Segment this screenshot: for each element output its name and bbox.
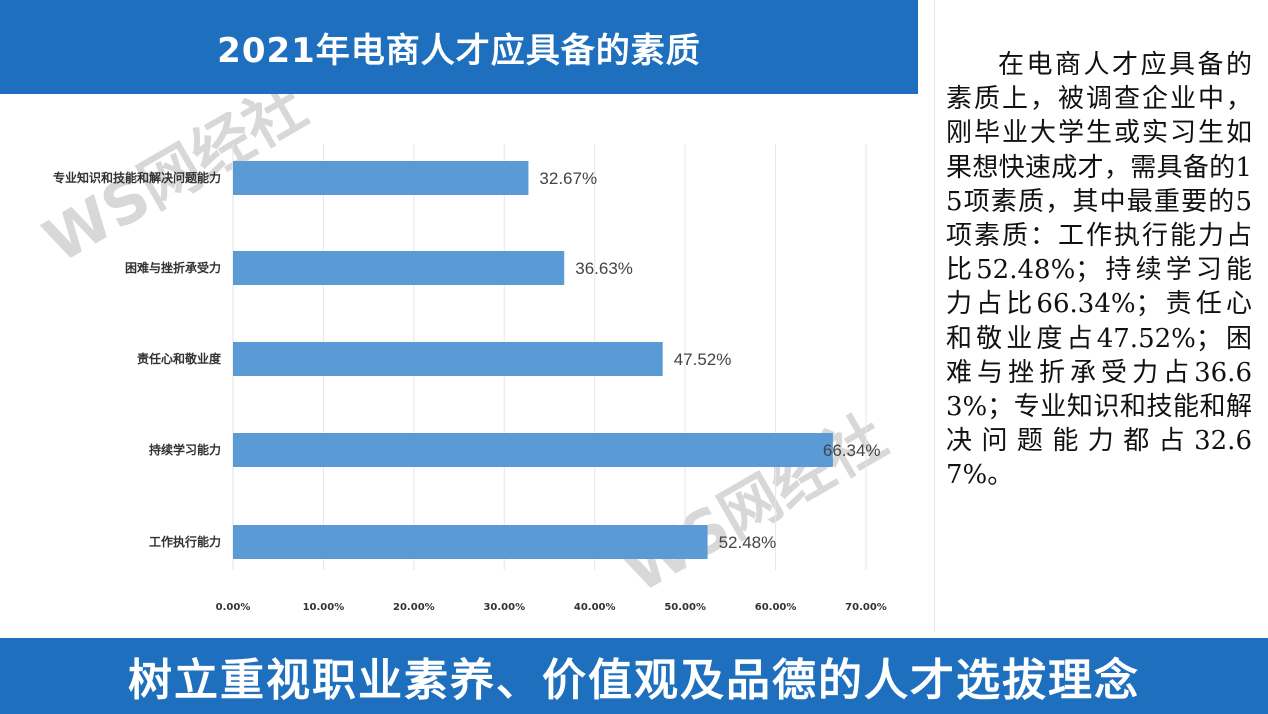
x-tick-label: 40.00% <box>574 602 616 613</box>
x-tick-label: 50.00% <box>664 602 706 613</box>
value-label: 47.52% <box>674 350 732 369</box>
labels: 0.00% 10.00% 20.00% 30.00% 40.00% 50.00% 60.00… <box>53 169 887 613</box>
chart-panel: 2021年电商人才应具备的素质 WS网经社 WS网经社 0.00% 10.00% 2… <box>0 0 935 632</box>
value-label: 52.48% <box>719 533 777 552</box>
chart-title: 2021年电商人才应具备的素质 <box>217 30 701 71</box>
category-label: 困难与挫折承受力 <box>125 260 221 275</box>
x-tick-label: 30.00% <box>483 602 525 613</box>
category-label: 专业知识和技能和解决问题能力 <box>53 170 221 185</box>
x-tick-label: 60.00% <box>755 602 797 613</box>
value-label: 36.63% <box>575 259 633 278</box>
bars <box>233 161 833 559</box>
bar <box>233 433 833 467</box>
x-tick-label: 0.00% <box>216 602 251 613</box>
x-tick-label: 10.00% <box>303 602 345 613</box>
chart-title-bar: 2021年电商人才应具备的素质 <box>0 0 918 94</box>
bar <box>233 525 708 559</box>
bar-chart: WS网经社 WS网经社 0.00% 10.00% 20.00% 30.00% 40.00… <box>33 94 899 613</box>
value-label: 32.67% <box>539 169 597 188</box>
bar <box>233 161 529 195</box>
x-tick-label: 20.00% <box>393 602 435 613</box>
banner-text: 树立重视职业素养、价值观及品德的人才选拔理念 <box>128 655 1140 706</box>
category-label: 持续学习能力 <box>149 442 221 457</box>
value-label: 66.34% <box>823 441 881 460</box>
x-tick-label: 70.00% <box>845 602 887 613</box>
svg-text:WS网经社: WS网经社 <box>613 402 899 607</box>
category-label: 责任心和敬业度 <box>137 351 222 366</box>
bar <box>233 342 663 376</box>
bar <box>233 251 565 285</box>
description-text: 在电商人才应具备的素质上，被调查企业中，刚毕业大学生或实习生如果想快速成才，需具… <box>946 50 1252 491</box>
bottom-banner: 树立重视职业素养、价值观及品德的人才选拔理念 <box>0 638 1268 714</box>
category-label: 工作执行能力 <box>149 534 221 549</box>
